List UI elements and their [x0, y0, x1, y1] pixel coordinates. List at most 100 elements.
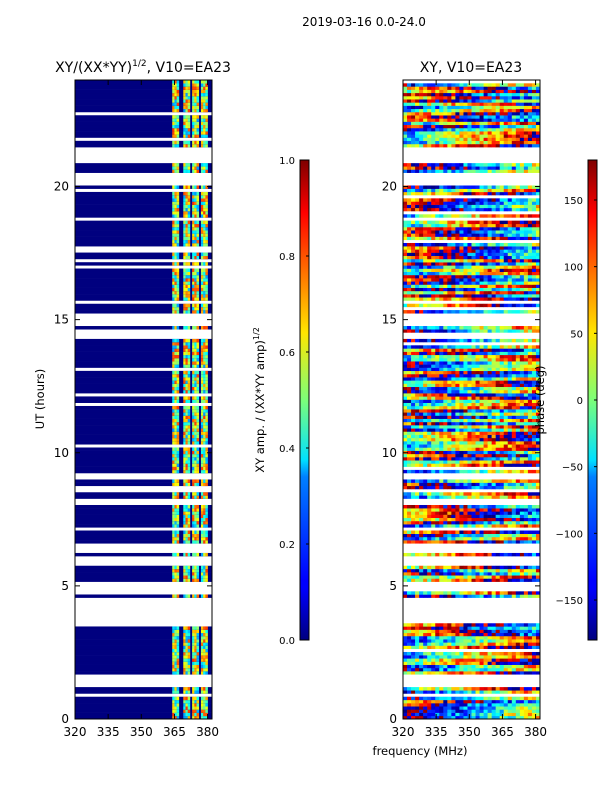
heatmap-cell	[519, 495, 525, 499]
heatmap-cell	[435, 364, 440, 368]
heatmap-cell	[507, 565, 513, 570]
heatmap-cell	[411, 370, 416, 375]
heatmap-cell	[183, 373, 186, 378]
heatmap-cell	[196, 517, 200, 522]
heatmap-row	[75, 453, 212, 458]
heatmap-cell	[531, 399, 537, 403]
heatmap-cell	[455, 383, 460, 388]
heatmap-cell	[475, 511, 480, 515]
heatmap-cell	[507, 444, 513, 448]
heatmap-cell	[431, 485, 436, 490]
heatmap-cell	[519, 370, 525, 375]
heatmap-cell	[471, 690, 476, 694]
heatmap-cell	[403, 520, 408, 525]
heatmap-cell	[203, 661, 206, 665]
heatmap-cell	[205, 169, 208, 173]
heatmap-cell	[451, 508, 456, 512]
heatmap-cell	[483, 377, 488, 381]
heatmap-cell	[527, 354, 533, 359]
heatmap-cell	[475, 399, 480, 403]
heatmap-cell	[447, 399, 452, 403]
heatmap-row	[75, 169, 212, 173]
heatmap-cell	[507, 329, 513, 333]
heatmap-cell	[511, 428, 517, 432]
heatmap-cell	[205, 290, 208, 295]
heatmap-cell	[185, 655, 188, 659]
heatmap-cell	[431, 645, 436, 650]
heatmap-cell	[451, 645, 456, 650]
heatmap-cell	[176, 629, 180, 634]
heatmap-cell	[200, 326, 204, 330]
heatmap-cell	[200, 425, 204, 429]
heatmap-cell	[192, 415, 195, 419]
heatmap-cell	[176, 341, 180, 346]
heatmap-cell	[176, 447, 180, 451]
heatmap-cell	[176, 565, 180, 570]
heatmap-cell	[187, 565, 191, 570]
heatmap-cell	[203, 210, 206, 215]
heatmap-cell	[174, 191, 177, 196]
heatmap-cell	[185, 143, 188, 148]
heatmap-cell	[411, 626, 416, 630]
heatmap-cell	[187, 281, 191, 285]
heatmap-cell	[527, 418, 533, 423]
heatmap-cell	[531, 632, 537, 637]
heatmap-cell	[455, 568, 460, 573]
heatmap-cell	[205, 667, 208, 672]
heatmap-cell	[487, 572, 492, 576]
heatmap-cell	[407, 405, 412, 410]
heatmap-cell	[200, 479, 204, 483]
heatmap-cell	[495, 667, 501, 672]
heatmap-cell	[443, 530, 448, 534]
heatmap-cell	[200, 201, 204, 205]
heatmap-cell	[455, 380, 460, 384]
heatmap-row	[75, 118, 212, 122]
heatmap-cell	[523, 354, 529, 359]
heatmap-cell	[415, 367, 420, 372]
heatmap-cell	[205, 699, 208, 704]
heatmap-cell	[431, 664, 436, 669]
heatmap-row	[75, 297, 212, 301]
heatmap-cell	[439, 495, 444, 499]
heatmap-cell	[194, 191, 197, 196]
heatmap-cell	[176, 271, 180, 276]
heatmap-cell	[443, 409, 448, 413]
heatmap-cell	[435, 568, 440, 573]
heatmap-cell	[185, 441, 188, 445]
heatmap-cell	[531, 703, 537, 707]
heatmap-cell	[200, 230, 204, 234]
heatmap-cell	[511, 370, 517, 375]
heatmap-cell	[192, 632, 195, 637]
heatmap-cell	[174, 239, 177, 244]
heatmap-cell	[185, 418, 188, 423]
heatmap-cell	[467, 447, 472, 451]
heatmap-cell	[427, 412, 432, 416]
heatmap-cell	[475, 393, 480, 397]
heatmap-cell	[187, 262, 191, 266]
heatmap-cell	[443, 690, 448, 694]
heatmap-cell	[194, 690, 197, 694]
heatmap-cell	[174, 642, 177, 646]
heatmap-cell	[535, 393, 540, 397]
heatmap-cell	[479, 415, 484, 419]
heatmap-cell	[475, 348, 480, 352]
heatmap-cell	[187, 185, 191, 189]
data-gap-row	[403, 619, 540, 624]
heatmap-cell	[511, 389, 517, 394]
heatmap-cell	[435, 629, 440, 634]
heatmap-cell	[172, 530, 175, 534]
heatmap-cell	[491, 380, 496, 384]
heatmap-cell	[423, 565, 428, 570]
heatmap-cell	[183, 86, 186, 90]
heatmap-cell	[423, 492, 428, 496]
heatmap-cell	[403, 661, 408, 665]
heatmap-row	[75, 457, 212, 461]
heatmap-cell	[183, 345, 186, 349]
heatmap-cell	[194, 418, 197, 423]
heatmap-cell	[403, 383, 408, 388]
heatmap-cell	[479, 712, 484, 717]
heatmap-cell	[427, 329, 432, 333]
heatmap-cell	[205, 482, 208, 487]
heatmap-cell	[183, 421, 186, 426]
heatmap-cell	[455, 629, 460, 634]
